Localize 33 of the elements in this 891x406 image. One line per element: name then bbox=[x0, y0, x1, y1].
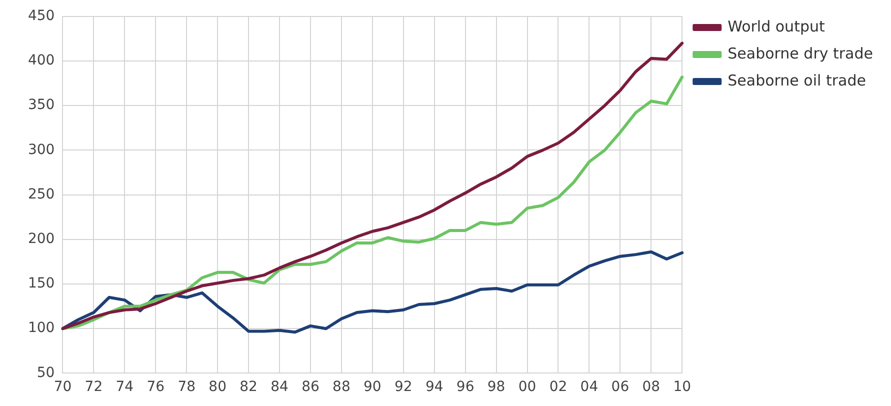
legend-label: World output bbox=[728, 17, 825, 36]
x-tick-label: 86 bbox=[302, 379, 320, 396]
y-tick-label: 350 bbox=[28, 97, 55, 114]
x-tick-label: 72 bbox=[84, 379, 103, 396]
x-tick-label: 06 bbox=[611, 379, 630, 396]
y-tick-label: 150 bbox=[28, 276, 55, 292]
x-tick-label: 80 bbox=[208, 379, 226, 396]
x-tick-label: 82 bbox=[240, 379, 258, 396]
y-tick-label: 50 bbox=[36, 364, 55, 381]
x-tick-label: 04 bbox=[580, 379, 598, 396]
y-tick-label: 300 bbox=[28, 142, 55, 158]
x-tick-label: 98 bbox=[487, 379, 506, 396]
x-tick-label: 96 bbox=[456, 379, 474, 396]
legend-label: Seaborne dry trade bbox=[728, 44, 874, 62]
x-tick-label: 92 bbox=[394, 379, 412, 396]
y-tick-label: 100 bbox=[28, 320, 55, 336]
x-tick-label: 88 bbox=[332, 379, 350, 396]
x-tick-label: 90 bbox=[364, 379, 382, 396]
legend-label: Seaborne oil trade bbox=[728, 71, 866, 90]
y-tick-label: 250 bbox=[28, 186, 55, 202]
x-tick-label: 74 bbox=[116, 379, 134, 396]
x-tick-label: 08 bbox=[642, 379, 660, 396]
x-tick-label: 94 bbox=[425, 379, 444, 396]
y-tick-label: 450 bbox=[28, 8, 55, 24]
x-tick-label: 02 bbox=[549, 379, 568, 396]
x-tick-label: 70 bbox=[54, 379, 72, 396]
y-tick-label: 200 bbox=[28, 231, 55, 248]
x-tick-label: 84 bbox=[270, 379, 289, 396]
x-tick-label: 00 bbox=[518, 379, 536, 396]
x-tick-label: 10 bbox=[673, 379, 692, 396]
x-tick-label: 76 bbox=[146, 379, 165, 396]
y-tick-label: 400 bbox=[28, 52, 55, 69]
x-tick-label: 78 bbox=[178, 379, 196, 396]
